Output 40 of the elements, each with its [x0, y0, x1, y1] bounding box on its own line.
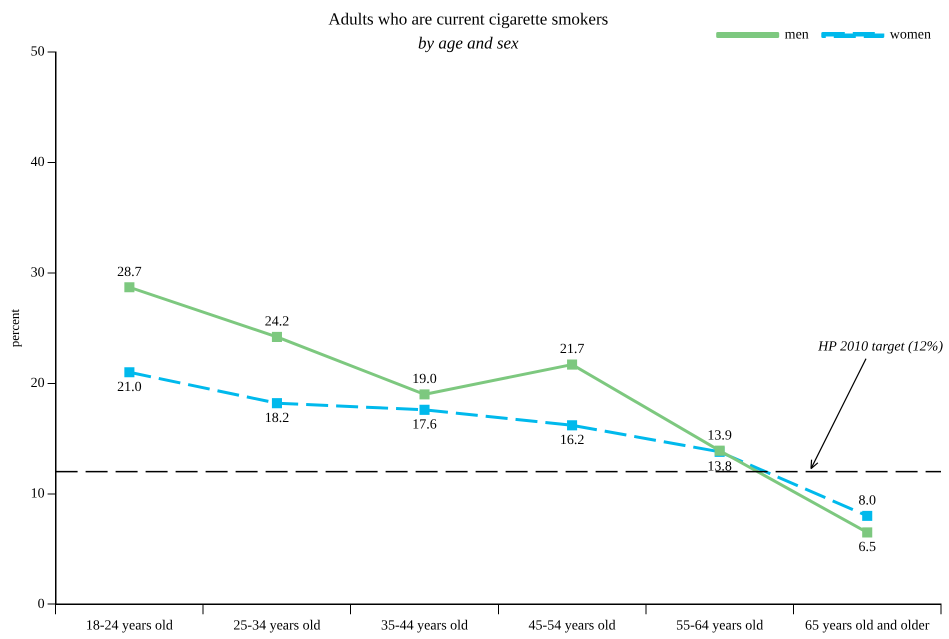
data-label: 24.2 — [264, 314, 290, 330]
x-tick-label: 65 years old and older — [805, 618, 930, 634]
data-label: 13.9 — [707, 428, 732, 444]
y-axis-title: percent — [7, 308, 22, 348]
y-tick-label: 20 — [30, 376, 45, 391]
legend-label: women — [890, 28, 932, 43]
data-label: 19.0 — [412, 372, 437, 388]
point — [419, 404, 430, 415]
data-label: 21.0 — [117, 380, 142, 395]
y-tick-label: 30 — [30, 266, 45, 281]
point — [862, 527, 872, 538]
y-tick-label: 10 — [30, 486, 45, 502]
y-tick-label: 0 — [38, 596, 45, 612]
point — [419, 389, 430, 400]
data-label: 21.7 — [560, 342, 584, 358]
data-label: 28.7 — [117, 264, 142, 280]
y-tick-label: 50 — [30, 44, 45, 60]
point — [124, 282, 134, 292]
data-label: 17.6 — [412, 417, 437, 432]
legend-label: men — [784, 28, 809, 43]
y-tick-label: 40 — [30, 155, 45, 170]
x-tick-label: 25-34 years old — [233, 618, 320, 634]
data-label: 8.0 — [858, 494, 876, 509]
data-label: 16.2 — [560, 432, 584, 448]
point — [567, 360, 578, 370]
point — [567, 420, 578, 430]
chart-title: Adults who are current cigarette smokers — [328, 9, 608, 28]
x-tick-label: 55-64 years old — [676, 618, 764, 634]
data-label: 18.2 — [264, 410, 290, 426]
x-tick-label: 35-44 years old — [380, 618, 468, 634]
point — [272, 398, 282, 408]
x-tick-label: 45-54 years old — [528, 618, 616, 634]
chart-subtitle: by age and sex — [418, 33, 520, 52]
x-tick-label: 18-24 years old — [86, 618, 173, 634]
point — [272, 332, 282, 342]
ref-line-label: HP 2010 target (12%) — [817, 339, 944, 354]
data-label: 13.8 — [707, 459, 732, 474]
point — [862, 510, 872, 521]
data-label: 6.5 — [858, 540, 876, 556]
point — [124, 367, 134, 378]
